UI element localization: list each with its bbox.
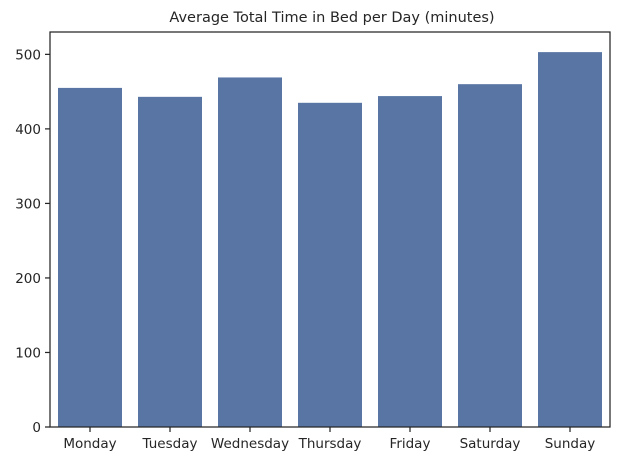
x-tick-label: Tuesday: [142, 436, 198, 452]
y-tick-label: 0: [32, 420, 41, 436]
bar-wednesday: [218, 77, 282, 428]
x-tick-label: Sunday: [545, 436, 596, 452]
x-tick-label: Friday: [390, 436, 431, 452]
bar-saturday: [458, 84, 522, 428]
y-tick-label: 100: [15, 345, 41, 361]
y-tick-label: 200: [15, 271, 41, 287]
bar-sunday: [538, 52, 602, 428]
x-tick-label: Monday: [63, 436, 116, 452]
x-tick-label: Thursday: [298, 436, 362, 452]
x-tick-label: Wednesday: [211, 436, 289, 452]
x-axis-ticks: Monday Tuesday Wednesday Thursday Friday Satu…: [63, 427, 595, 452]
y-axis-ticks: 0 100 200 300 400 500: [15, 47, 50, 436]
y-tick-label: 500: [15, 47, 41, 63]
bar-tuesday: [138, 96, 202, 427]
y-tick-label: 400: [15, 122, 41, 138]
bar-thursday: [298, 102, 362, 428]
y-tick-label: 300: [15, 196, 41, 212]
chart-title: Average Total Time in Bed per Day (minut…: [169, 10, 494, 26]
bar-friday: [378, 96, 442, 427]
x-tick-label: Saturday: [460, 436, 521, 452]
bars-layer: [58, 52, 602, 428]
bar-monday: [58, 87, 122, 428]
